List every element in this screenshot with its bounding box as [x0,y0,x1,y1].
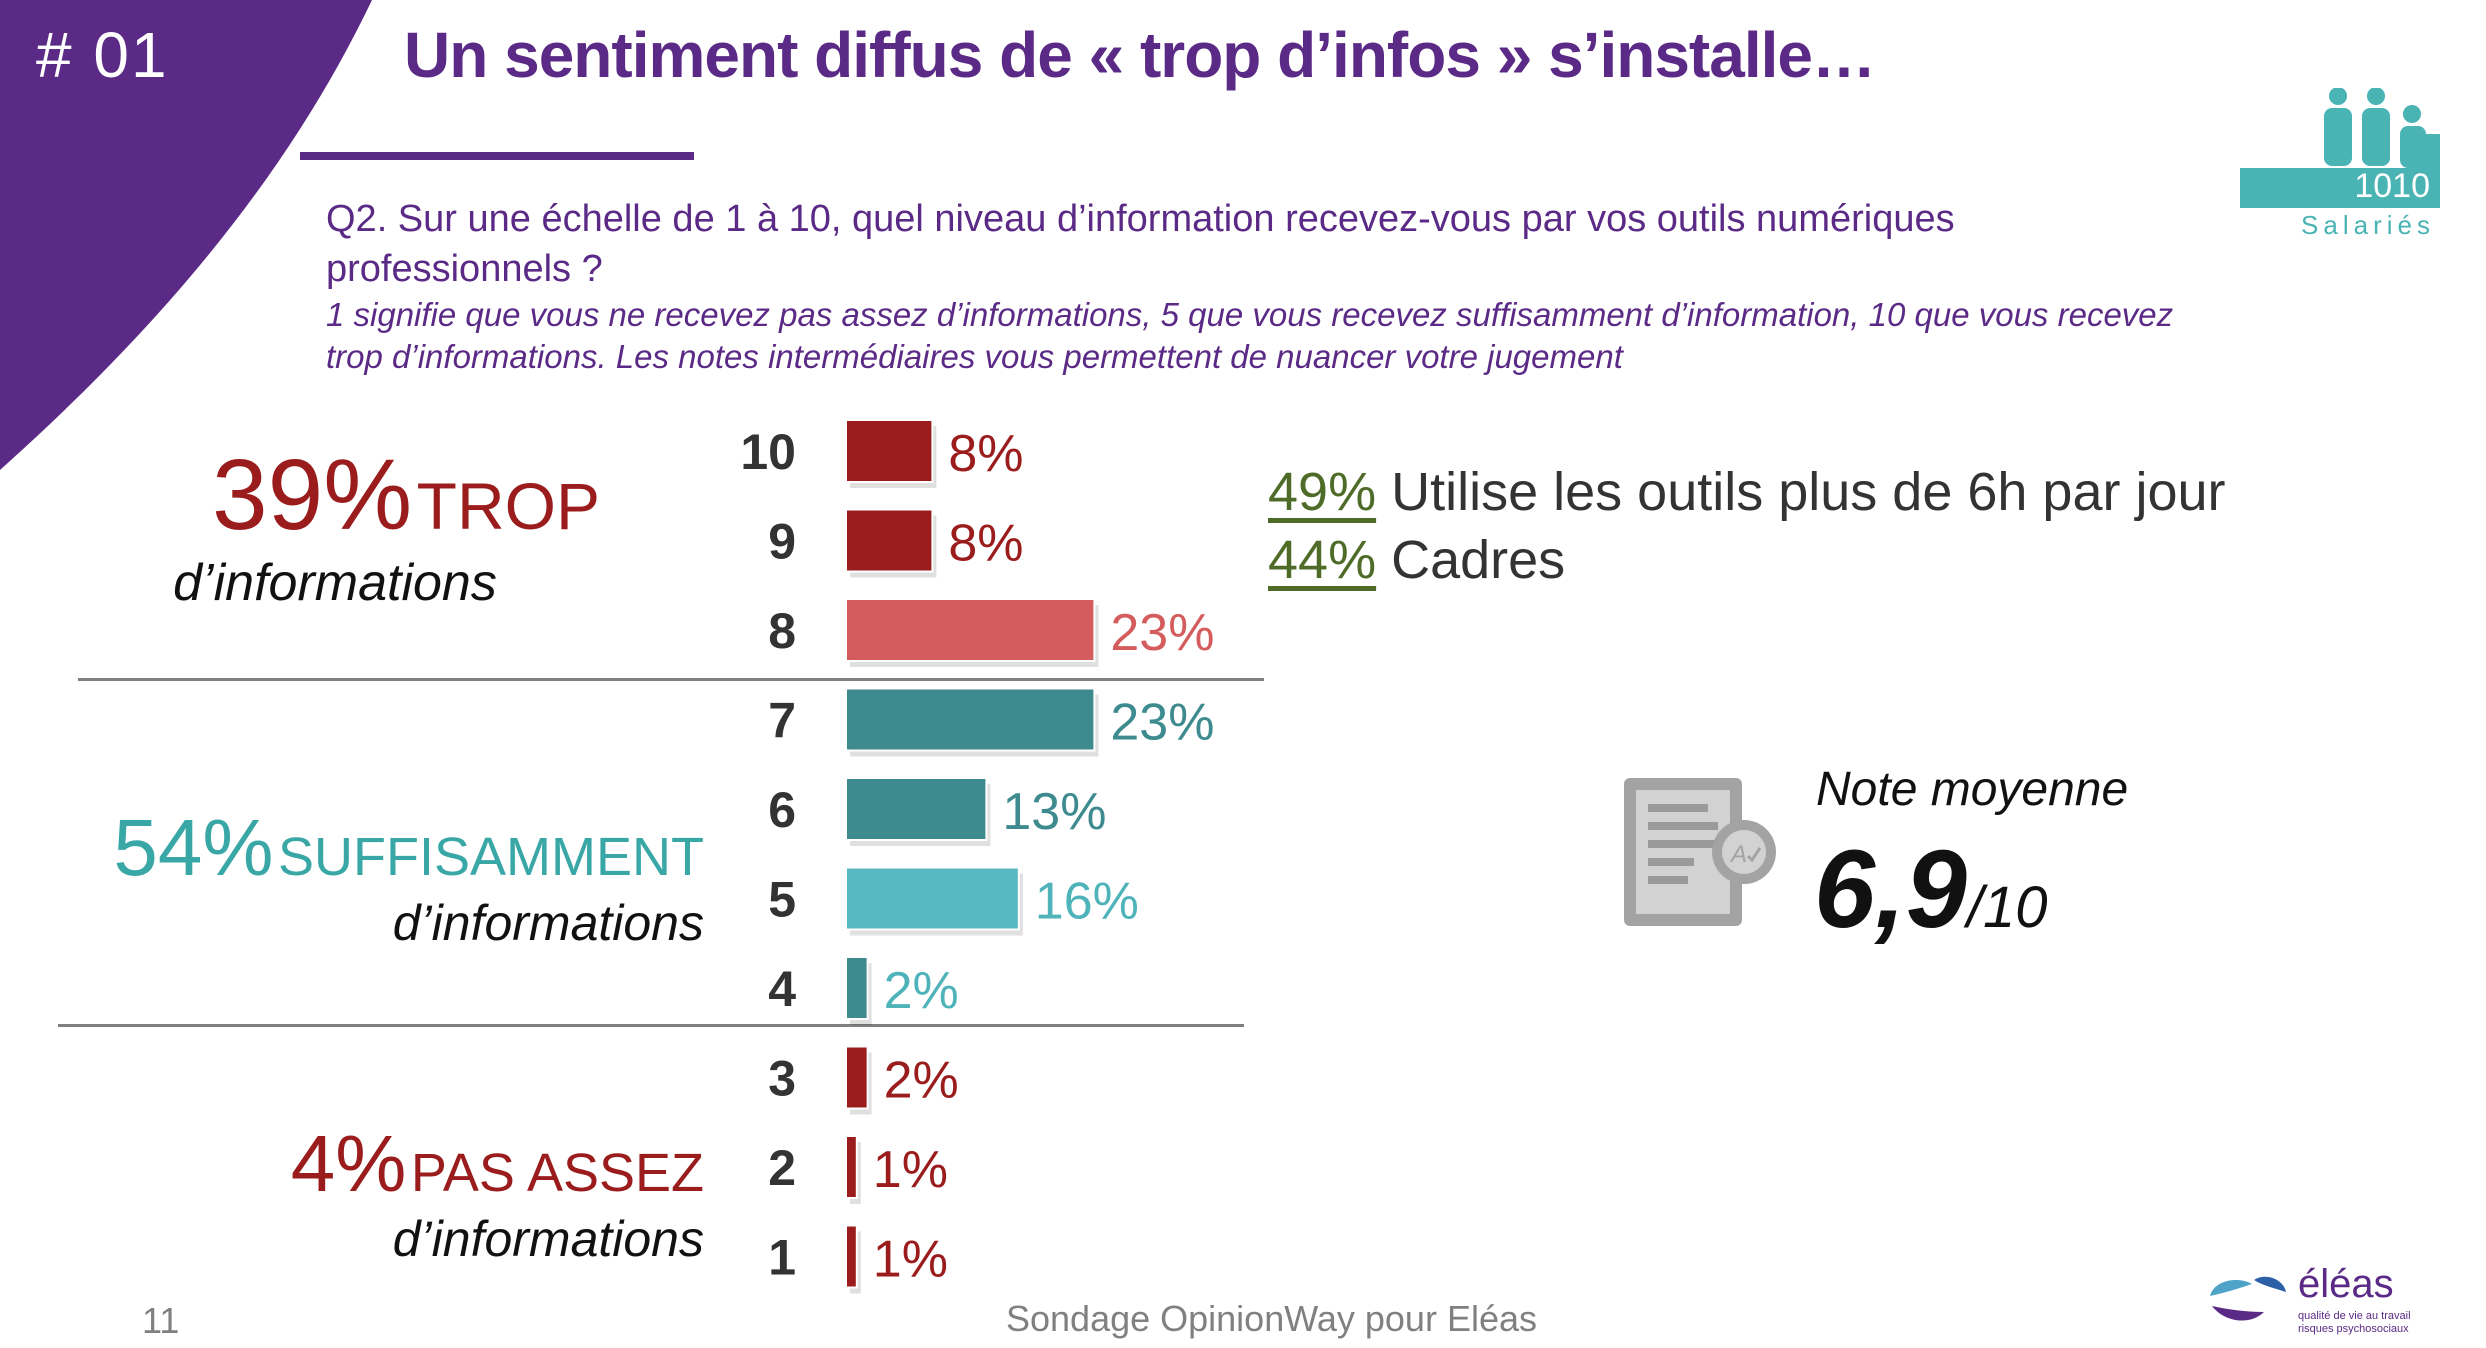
stats-list: 49% Utilise les outils plus de 6h par jo… [1268,458,2226,594]
bar [845,508,934,573]
stat-line: 49% Utilise les outils plus de 6h par jo… [1268,458,2226,526]
corner-decoration [0,0,372,640]
bar [845,419,934,483]
bar [845,687,1096,752]
group-trop: 39% TROP d’informations [60,438,600,613]
slide-number-tag: # 01 [36,19,169,91]
logo-tagline: qualité de vie au travail risques psycho… [2298,1310,2411,1335]
data-label: 23% [1110,604,1214,662]
question-text: Q2. Sur une échelle de 1 à 10, quel nive… [326,198,1955,290]
bar [845,1135,858,1199]
page-number: 11 [142,1300,180,1341]
stat-pct: 49% [1268,462,1377,522]
sample-count: 1010 [2354,167,2430,205]
average-score: 6,9/10 [1814,826,2048,953]
tick-label: 9 [768,514,796,570]
stat-text: Cadres [1391,530,1566,590]
group-divider [58,1024,1244,1027]
data-label: 1% [873,1231,948,1289]
data-label: 13% [1002,783,1106,841]
people-icon [2240,88,2440,208]
tick-label: 4 [768,961,796,1017]
data-label: 1% [873,1141,948,1199]
average-value: 6,9 [1814,828,1967,951]
stat-line: 44% Cadres [1268,526,2226,594]
logo-name: éléas [2298,1262,2394,1306]
average-label: Note moyenne [1816,763,2129,816]
eleas-logo-icon [2210,1276,2286,1321]
group-suffisamment-pct: 54% [113,803,274,892]
group-suffisamment-sub: d’informations [392,895,704,951]
tick-label: 6 [768,782,796,838]
group-suffisamment-label: SUFFISAMMENT [278,827,704,887]
data-label: 8% [948,425,1023,483]
svg-text:A: A [1729,841,1747,868]
group-pas-assez: 4% PAS ASSEZ d’informations [100,1118,704,1268]
group-suffisamment: 54% SUFFISAMMENT d’informations [100,802,704,952]
bar [845,956,869,1020]
sample-label: Salariés [2301,210,2435,240]
question-note: 1 signifie que vous ne recevez pas assez… [326,296,2174,375]
stat-pct: 44% [1268,530,1377,590]
group-pas-assez-label: PAS ASSEZ [410,1143,704,1203]
bar [845,866,1020,931]
tick-label: 1 [768,1230,796,1286]
data-label: 16% [1035,873,1139,931]
average-scale: /10 [1966,875,2048,940]
bar [845,1224,858,1289]
bar [845,598,1096,662]
group-trop-label: TROP [416,469,600,543]
bar-chart: 10 8% 9 8% 8 23% 7 23% 6 13% 5 16% 4 2% 3 2% 2 1% 1 1% [740,419,1214,1294]
tick-label: 7 [768,693,796,749]
tick-label: 10 [740,424,796,480]
tick-label: 3 [768,1051,796,1107]
bar [845,777,988,841]
stat-text: Utilise les outils plus de 6h par jour [1391,462,2226,522]
group-trop-sub: d’informations [173,554,497,612]
data-label: 2% [884,1052,959,1110]
group-pas-assez-sub: d’informations [392,1211,704,1267]
group-divider [78,678,1264,681]
tick-label: 5 [768,872,796,928]
source-text: Sondage OpinionWay pour Eléas [1006,1298,1537,1339]
bar [845,1045,869,1110]
group-pas-assez-pct: 4% [290,1119,407,1208]
tick-label: 8 [768,603,796,659]
graded-document-icon: A [1624,778,1776,926]
page-title: Un sentiment diffus de « trop d’infos » … [404,19,1876,91]
data-label: 8% [948,515,1023,573]
data-label: 2% [884,962,959,1020]
tick-label: 2 [768,1140,796,1196]
data-label: 23% [1110,694,1214,752]
group-trop-pct: 39% [212,439,413,551]
title-underline [300,152,694,160]
